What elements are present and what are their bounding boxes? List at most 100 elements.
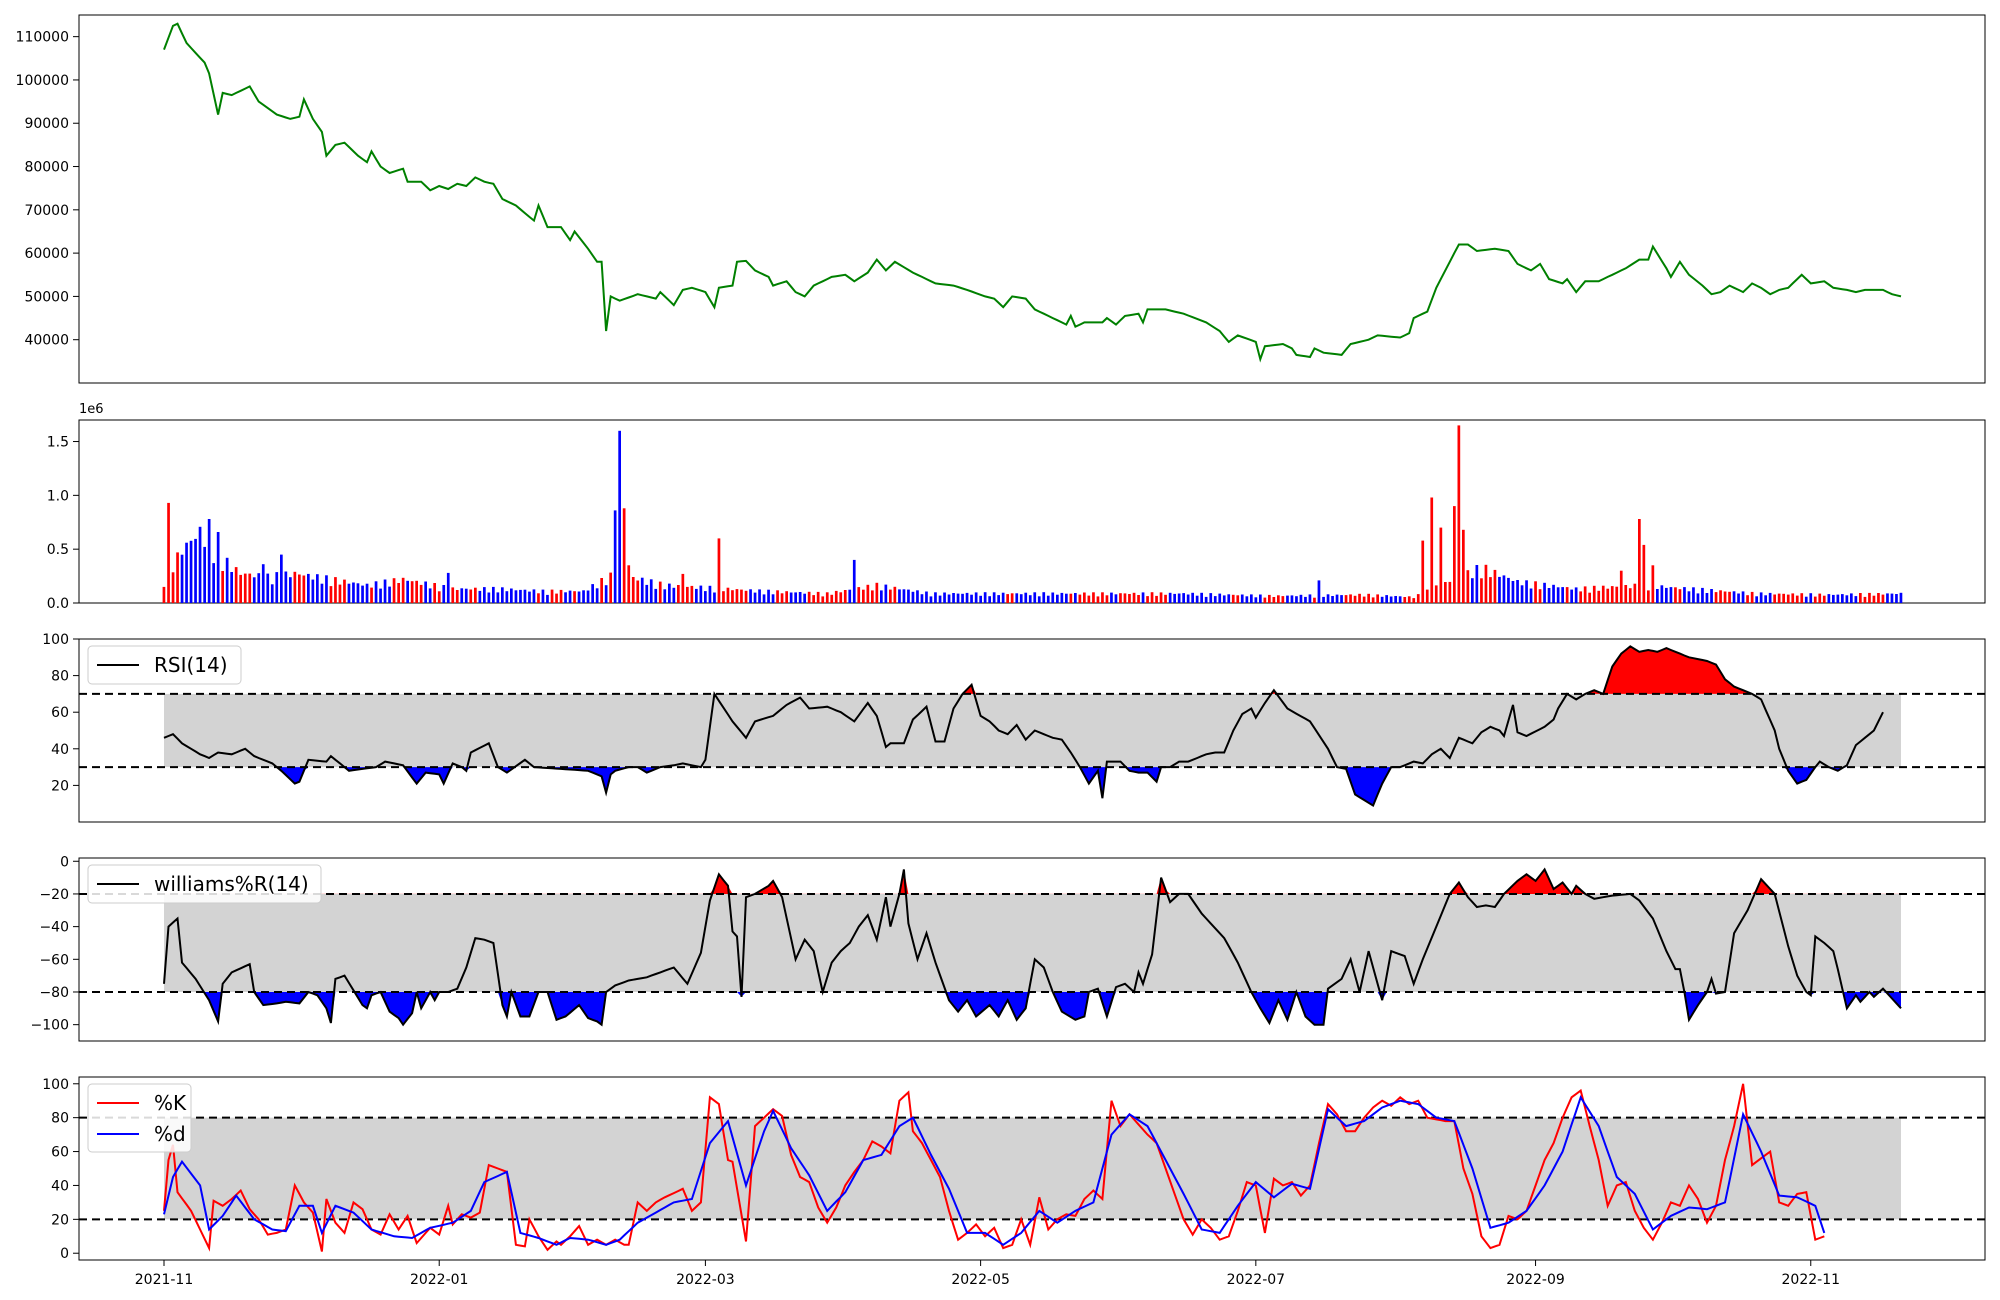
- rsi-line: [163, 645, 1884, 807]
- volume-bar: [275, 572, 279, 603]
- volume-bar: [1741, 591, 1745, 603]
- volume-bar: [1547, 588, 1551, 603]
- volume-bar: [866, 584, 870, 603]
- volume-bar: [1665, 587, 1668, 603]
- volume-bar: [1204, 596, 1208, 603]
- volume-bar: [735, 589, 739, 603]
- volume-bar: [1344, 595, 1348, 603]
- volume-bar: [695, 588, 698, 603]
- volume-bar: [952, 593, 955, 603]
- volume-bar: [487, 592, 491, 603]
- volume-bar: [1195, 595, 1199, 603]
- volume-bar: [758, 589, 761, 603]
- volume-bar: [943, 592, 946, 603]
- volume-bar: [1656, 589, 1659, 603]
- volume-bar: [1295, 596, 1298, 603]
- volume-bar: [1177, 593, 1181, 603]
- volume-bar: [257, 573, 261, 603]
- volume-bar: [1511, 581, 1515, 603]
- volume-bar: [1701, 587, 1704, 603]
- volume-bar: [934, 592, 937, 603]
- volume-bar: [225, 557, 229, 603]
- volume-bar: [1786, 594, 1790, 603]
- volume-bar: [1597, 590, 1601, 603]
- volume-bar: [1484, 564, 1488, 603]
- y-tick-label: 0: [60, 1246, 69, 1262]
- volume-bar: [1132, 592, 1136, 603]
- volume-bar: [1610, 586, 1614, 603]
- volume-bar: [1624, 585, 1628, 603]
- volume-bar: [379, 588, 382, 603]
- rsi-band: [164, 693, 1901, 768]
- y-tick-label: 40: [51, 742, 69, 758]
- y-tick-label: 100: [42, 632, 69, 648]
- volume-bar: [947, 594, 951, 603]
- y-tick-label: 100: [42, 1077, 69, 1093]
- volume-bar: [658, 581, 662, 603]
- volume-bar: [704, 591, 707, 603]
- volume-bar: [230, 572, 233, 603]
- volume-bar: [176, 552, 179, 603]
- price-panel: 40000 50000 60000 70000 80000 90000 100000 1100…: [16, 14, 1986, 384]
- volume-bar: [1746, 595, 1749, 603]
- volume-bar: [794, 592, 797, 603]
- volume-bar: [1168, 592, 1172, 603]
- volume-bar: [311, 579, 315, 603]
- volume-bar: [451, 587, 455, 603]
- volume-bar: [1141, 592, 1145, 603]
- volume-bar: [1277, 595, 1280, 603]
- volume-bar: [1087, 595, 1091, 603]
- volume-bar: [1868, 592, 1871, 603]
- volume-bar: [595, 588, 599, 603]
- y-tick-label: 1.5: [47, 435, 69, 451]
- y-tick-label: 80: [51, 669, 69, 685]
- volume-bar: [185, 542, 188, 603]
- volume-bar: [370, 587, 373, 603]
- volume-bar: [1259, 594, 1262, 603]
- volume-bar: [1407, 596, 1411, 603]
- volume-bar: [216, 532, 220, 603]
- volume-bar: [1854, 596, 1858, 603]
- volume-bar: [898, 589, 901, 603]
- volume-bar: [1863, 596, 1867, 603]
- volume-bar: [1489, 577, 1492, 603]
- volume-bar: [1498, 576, 1501, 603]
- volume-bar: [316, 574, 319, 603]
- volume-bar: [1046, 595, 1050, 603]
- volume-bar: [1448, 581, 1452, 603]
- volume-bar: [478, 590, 482, 603]
- volume-bar: [1078, 594, 1082, 603]
- volume-bar: [1561, 587, 1564, 603]
- volume-bar: [925, 591, 928, 603]
- volume-bar: [1647, 590, 1650, 603]
- volume-bar: [1083, 592, 1086, 603]
- stochastic-axes-frame: [78, 1076, 1986, 1261]
- volume-bar: [433, 583, 436, 603]
- volume-bar: [640, 577, 644, 603]
- volume-bar: [843, 590, 847, 603]
- volume-bar: [442, 585, 446, 603]
- volume-bar: [1800, 593, 1804, 603]
- volume-bar: [875, 582, 879, 603]
- volume-bar: [343, 579, 346, 603]
- volume-bar: [834, 590, 838, 603]
- volume-bar: [1859, 593, 1862, 603]
- volume-bar: [613, 510, 617, 603]
- volume-bar: [983, 592, 987, 603]
- date-axis: 2021-11 2022-01 2022-03 2022-05 2022-07 2022-…: [135, 1260, 1840, 1288]
- volume-bar: [767, 589, 770, 603]
- volume-bar: [1804, 596, 1808, 603]
- volume-bar: [997, 595, 1000, 603]
- volume-bar: [749, 589, 752, 603]
- volume-bar: [1534, 581, 1537, 603]
- volume-bar: [1881, 594, 1885, 603]
- volume-bar: [1150, 592, 1154, 603]
- volume-bar: [1827, 594, 1831, 603]
- volume-bar: [956, 593, 960, 603]
- x-tick-label: 2021-11: [135, 1272, 194, 1288]
- volume-bar: [577, 591, 581, 603]
- y-tick-label: 80000: [24, 160, 69, 176]
- williams-r-band: [164, 893, 1901, 992]
- volume-bar: [1331, 596, 1334, 603]
